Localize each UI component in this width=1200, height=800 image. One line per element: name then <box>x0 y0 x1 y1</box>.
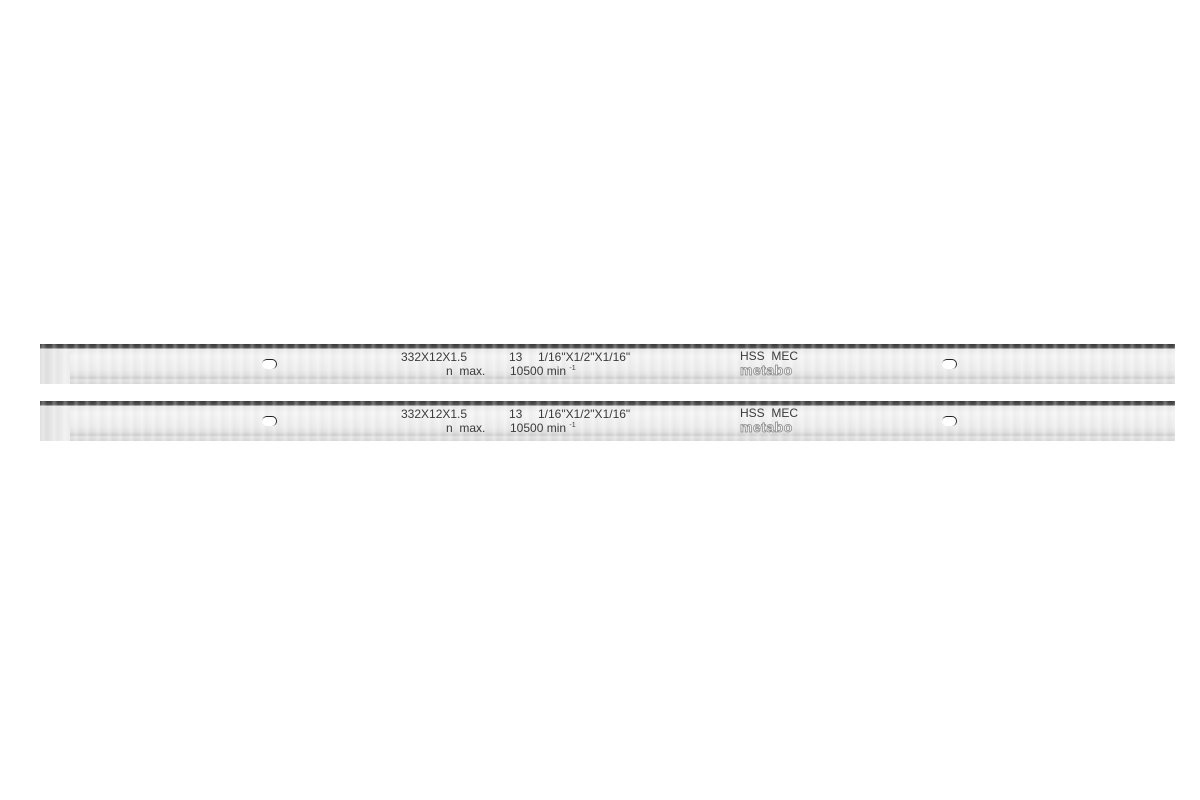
mounting-hole <box>262 416 277 426</box>
blade-imperial-size: 1/16"X1/2"X1/16" <box>538 407 631 421</box>
speed-number: 10500 min <box>510 421 567 435</box>
planer-blade: 332X12X1.5 13 1/16"X1/2"X1/16" n max. 10… <box>40 344 1175 384</box>
speed-value: 10500 min -1 <box>510 422 576 434</box>
mounting-hole <box>262 359 277 369</box>
planer-blade: 332X12X1.5 13 1/16"X1/2"X1/16" n max. 10… <box>40 401 1175 441</box>
material-label: HSS MEC <box>740 406 799 420</box>
metabo-logo: metabo <box>740 419 793 435</box>
speed-value: 10500 min -1 <box>510 365 576 377</box>
blade-number: 13 <box>509 407 523 421</box>
speed-number: 10500 min <box>510 364 567 378</box>
speed-exponent: -1 <box>569 422 576 429</box>
blade-dimensions: 332X12X1.5 <box>401 407 468 421</box>
speed-exponent: -1 <box>569 365 576 372</box>
material-label: HSS MEC <box>740 349 799 363</box>
mounting-hole <box>942 359 957 369</box>
blade-number: 13 <box>509 350 523 364</box>
mounting-hole <box>942 416 957 426</box>
speed-label: n max. <box>446 421 486 435</box>
speed-label: n max. <box>446 364 486 378</box>
metabo-logo: metabo <box>740 362 793 378</box>
blade-imperial-size: 1/16"X1/2"X1/16" <box>538 350 631 364</box>
blade-dimensions: 332X12X1.5 <box>401 350 468 364</box>
